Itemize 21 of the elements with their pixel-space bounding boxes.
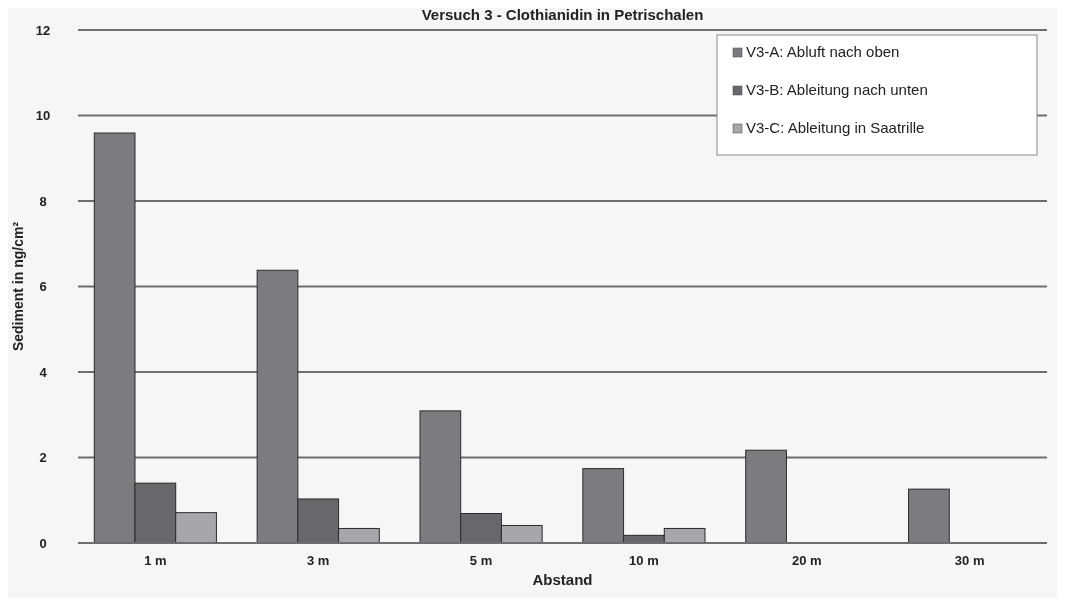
y-tick-label: 12 (35, 22, 51, 38)
y-tick-label: 0 (39, 535, 47, 551)
legend-label: V3-B: Ableitung nach unten (746, 81, 928, 98)
x-tick-label: 5 m (469, 553, 493, 568)
bar (745, 449, 787, 544)
y-tick-label: 4 (39, 364, 48, 380)
bar (908, 488, 950, 544)
x-tick-label: 30 m (954, 553, 985, 568)
x-tick-label: 10 m (629, 553, 659, 568)
y-axis-title: Sediment in ng/cm² (10, 221, 26, 352)
x-axis-title: Abstand (532, 571, 593, 588)
x-tick-label: 3 m (307, 553, 330, 568)
legend-label: V3-A: Abluft nach oben (746, 43, 900, 60)
x-tick-label: 20 m (791, 553, 822, 568)
chart-title: Versuch 3 - Clothianidin in Petrischalen (421, 6, 704, 23)
y-tick-label: 2 (39, 450, 47, 466)
y-tick-label: 6 (39, 279, 47, 295)
y-tick-label: 8 (39, 193, 47, 209)
legend-label: V3-C: Ableitung in Saatrille (746, 119, 925, 136)
y-tick-label: 10 (35, 108, 51, 124)
x-tick-label: 1 m (144, 553, 167, 568)
